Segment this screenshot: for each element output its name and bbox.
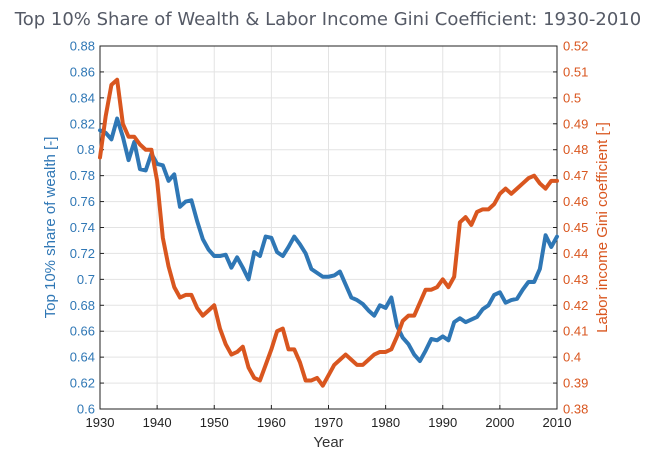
y-tick-label-left: 0.68 (70, 298, 95, 313)
y-tick-label-left: 0.86 (70, 64, 95, 79)
y-tick-label-right: 0.39 (563, 376, 588, 391)
x-axis-label: Year (313, 434, 343, 451)
y-axis-label-left: Top 10% share of wealth [-] (42, 137, 59, 319)
y-tick-label-right: 0.48 (563, 142, 588, 157)
series-line-top10-wealth (98, 116, 559, 364)
y-tick-label-left: 0.84 (70, 90, 95, 105)
y-tick-label-left: 0.88 (70, 39, 95, 54)
y-tick-label-right: 0.49 (563, 116, 588, 131)
x-tick-label: 2000 (485, 415, 514, 430)
y-tick-label-left: 0.7 (77, 272, 95, 287)
x-tick-label: 1970 (314, 415, 343, 430)
x-tick-label: 1940 (143, 415, 172, 430)
y-tick-label-right: 0.38 (563, 402, 588, 417)
series (98, 77, 559, 388)
y-tick-label-left: 0.62 (70, 376, 95, 391)
series-line-labor-gini (98, 77, 559, 388)
chart-title: Top 10% Share of Wealth & Labor Income G… (14, 9, 642, 30)
y-tick-label-right: 0.51 (563, 64, 588, 79)
y-tick-label-left: 0.78 (70, 168, 95, 183)
x-tick-label: 1990 (428, 415, 457, 430)
y-tick-label-left: 0.6 (77, 402, 95, 417)
x-tick-label: 1960 (257, 415, 286, 430)
y-tick-label-left: 0.76 (70, 194, 95, 209)
y-tick-label-right: 0.4 (563, 350, 581, 365)
y-tick-label-left: 0.64 (70, 350, 95, 365)
y-tick-label-right: 0.5 (563, 90, 581, 105)
y-tick-label-left: 0.82 (70, 116, 95, 131)
grid (99, 45, 558, 410)
y-tick-label-left: 0.8 (77, 142, 95, 157)
y-axis-label-right: Labor income Gini coefficient [-] (594, 122, 611, 333)
x-tick-label: 1950 (200, 415, 229, 430)
y-tick-label-left: 0.72 (70, 246, 95, 261)
x-tick-label: 2010 (543, 415, 572, 430)
x-tick-label: 1980 (371, 415, 400, 430)
y-tick-label-right: 0.45 (563, 220, 588, 235)
y-tick-label-right: 0.46 (563, 194, 588, 209)
y-tick-label-right: 0.52 (563, 39, 588, 54)
y-tick-label-right: 0.42 (563, 298, 588, 313)
ticks: 1930 1940 1950 1960 1970 1980 1990 2000 2010 0.6 0… (70, 39, 589, 431)
y-tick-label-right: 0.44 (563, 246, 588, 261)
y-tick-label-right: 0.41 (563, 324, 588, 339)
y-tick-label-left: 0.74 (70, 220, 95, 235)
y-tick-label-left: 0.66 (70, 324, 95, 339)
y-tick-label-right: 0.47 (563, 168, 588, 183)
y-tick-label-right: 0.43 (563, 272, 588, 287)
x-tick-label: 1930 (86, 415, 115, 430)
